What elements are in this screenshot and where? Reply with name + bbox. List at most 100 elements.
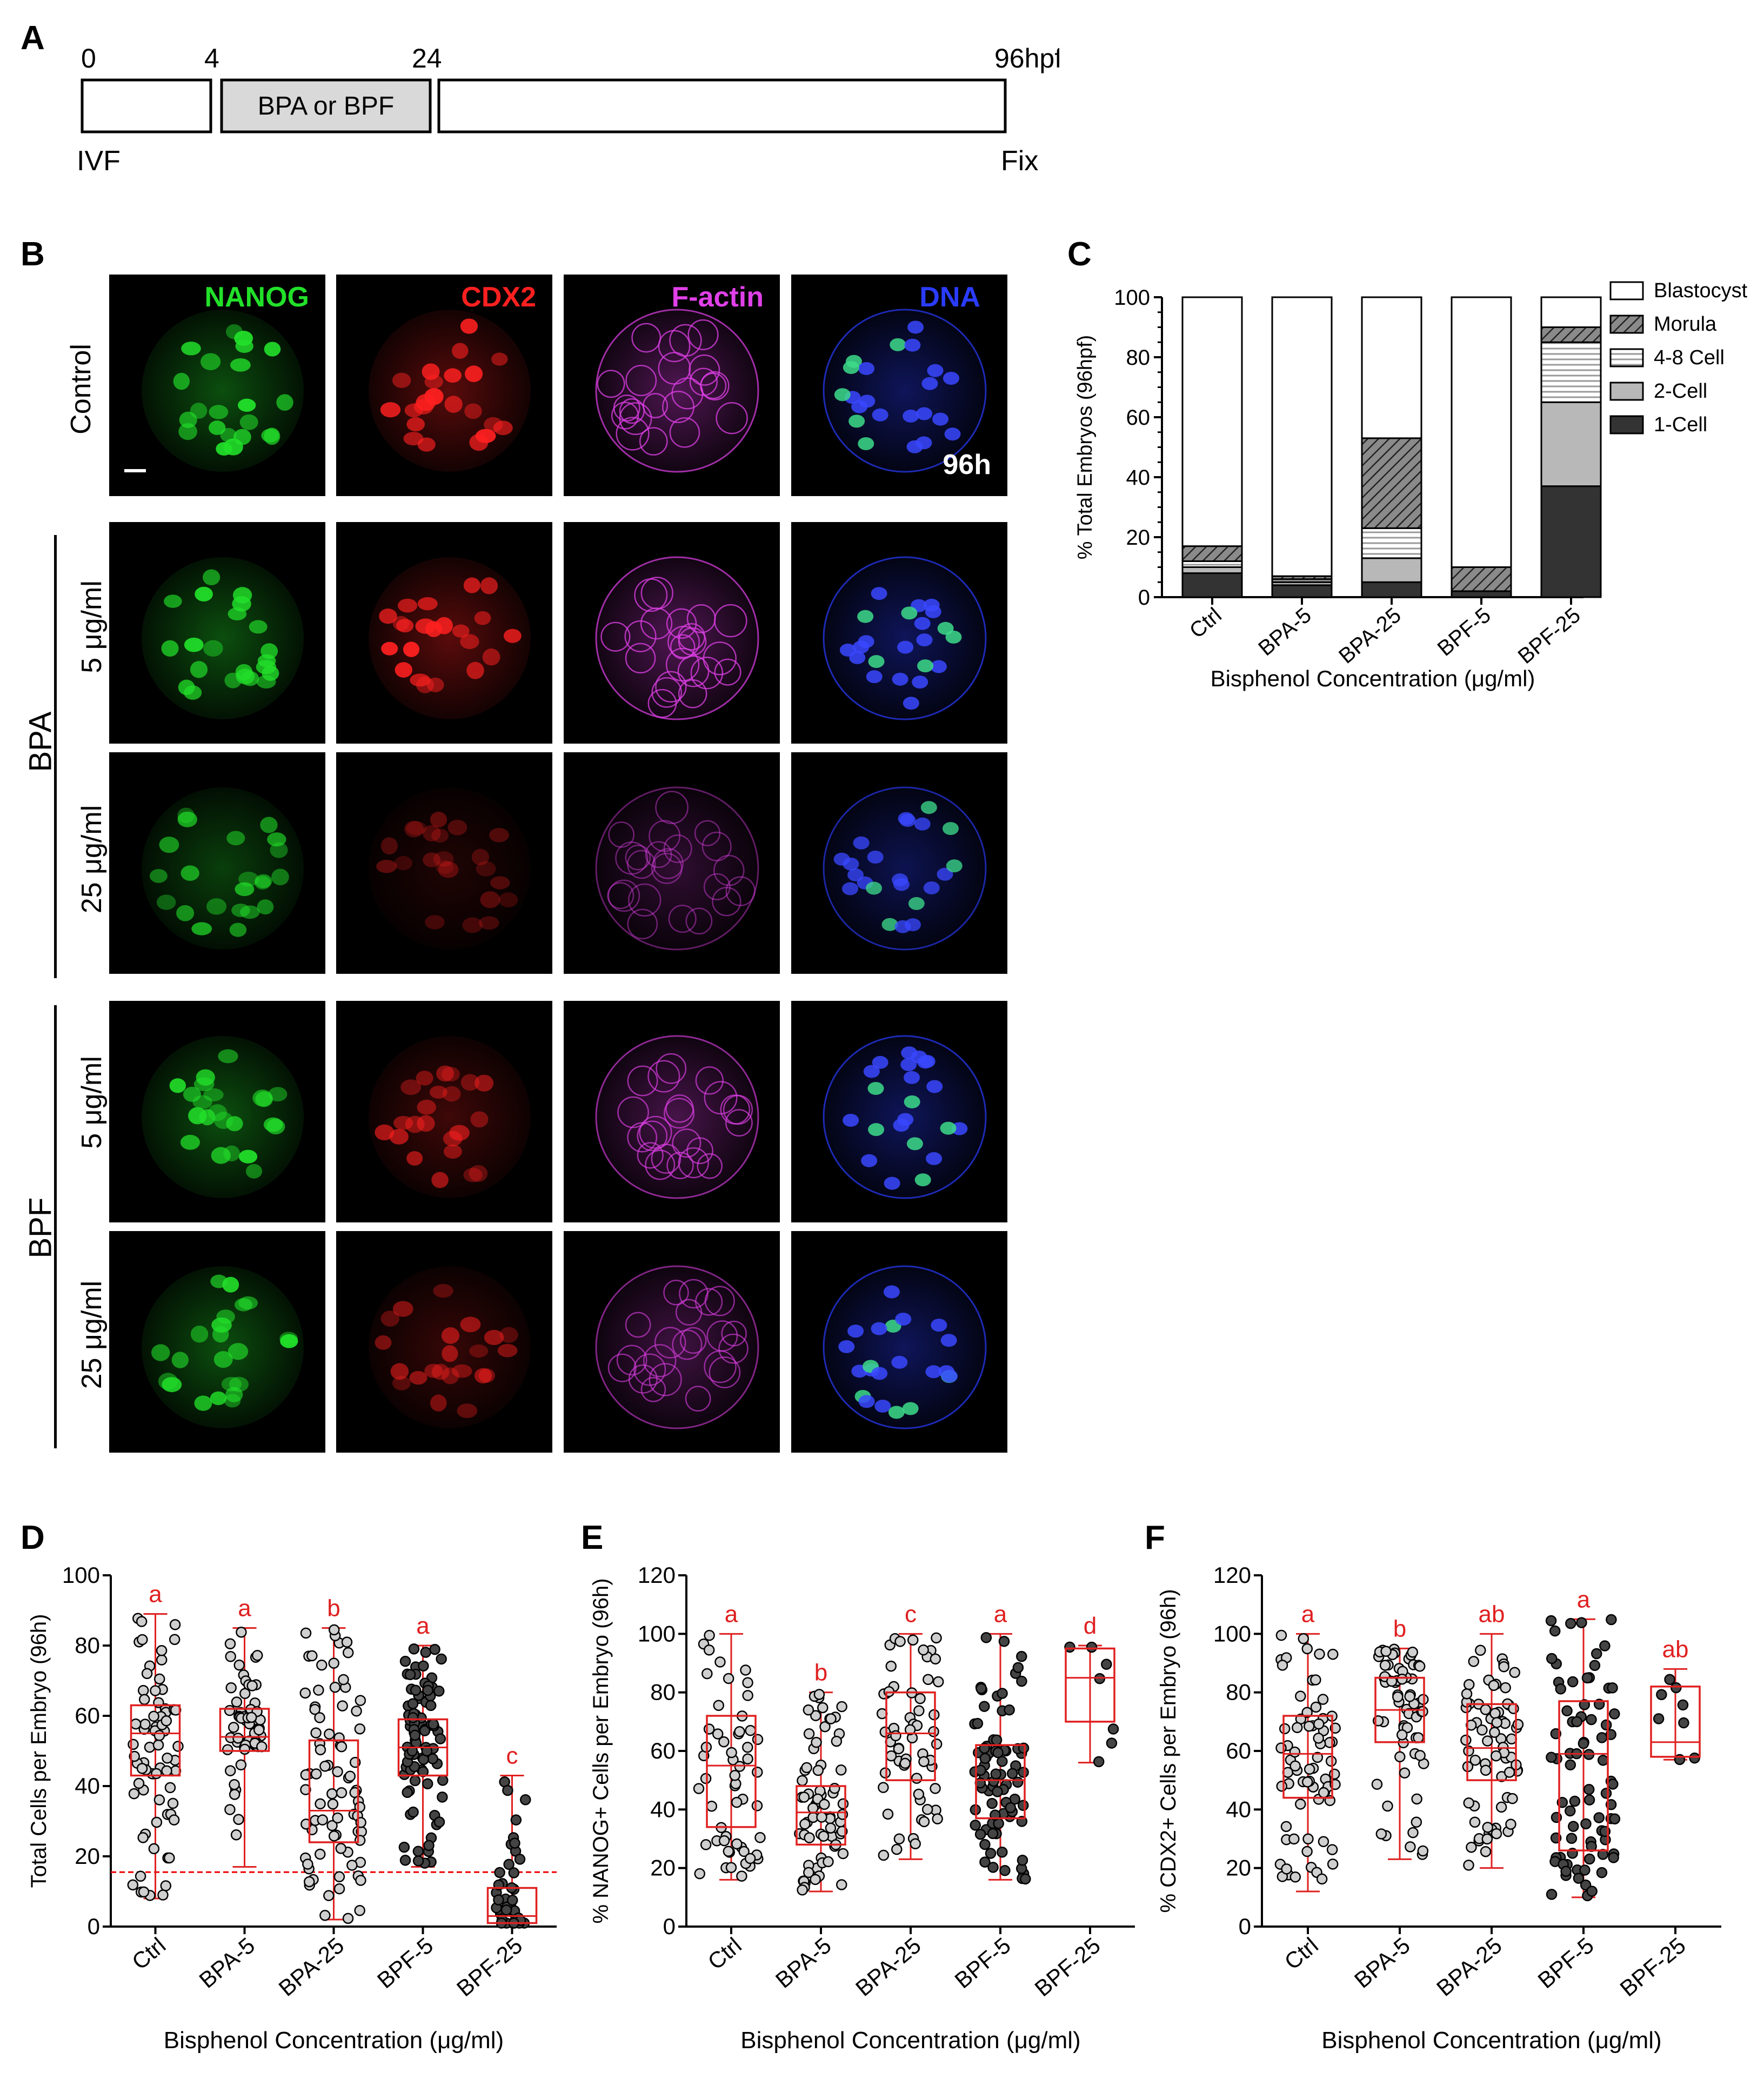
data-point xyxy=(153,1673,165,1685)
cell-outline xyxy=(687,319,719,351)
micrograph-f-actin-row-2 xyxy=(564,752,780,974)
nucleus xyxy=(240,905,260,919)
legend-label: Morula xyxy=(1654,313,1717,336)
cell-outline xyxy=(694,820,721,846)
nucleus xyxy=(216,442,233,456)
panel-label-b: B xyxy=(21,236,45,273)
data-point xyxy=(742,1741,753,1753)
x-tick-label: BPA-5 xyxy=(771,1933,836,1993)
cell-outline xyxy=(649,1363,682,1396)
nucleus xyxy=(866,881,883,895)
data-point xyxy=(987,1862,999,1873)
nucleus xyxy=(404,403,423,418)
nucleus xyxy=(229,922,247,937)
nucleus xyxy=(257,899,274,915)
data-point xyxy=(1500,1682,1511,1694)
embryo-body xyxy=(142,557,304,719)
micrograph-nanog-row-0: NANOG xyxy=(109,275,325,496)
nucleus xyxy=(209,405,229,419)
row-label-bpf-25: 25 μg/ml xyxy=(76,1280,108,1389)
data-point xyxy=(819,1721,831,1733)
data-point xyxy=(1411,1816,1422,1828)
data-point xyxy=(346,1860,358,1871)
data-point xyxy=(229,1779,240,1790)
data-point xyxy=(823,1856,834,1868)
nucleus xyxy=(463,577,480,593)
data-point xyxy=(355,1695,366,1706)
data-point xyxy=(228,1722,239,1733)
cell-outline xyxy=(713,854,745,886)
timeline-start-label: IVF xyxy=(77,145,121,177)
data-point xyxy=(694,1868,705,1880)
significance-letter: a xyxy=(725,1601,738,1627)
data-point xyxy=(921,1804,933,1815)
data-point xyxy=(700,1773,712,1784)
data-point xyxy=(1606,1614,1617,1626)
data-point xyxy=(1565,1805,1576,1817)
cell-outline xyxy=(666,608,697,639)
data-point xyxy=(1589,1660,1601,1671)
data-point xyxy=(1560,1866,1572,1877)
cell-outline xyxy=(718,1333,749,1364)
cell-outline xyxy=(616,1345,647,1376)
data-point xyxy=(878,1782,889,1793)
nucleus xyxy=(230,358,251,372)
data-point xyxy=(829,1783,840,1794)
data-point xyxy=(246,1711,257,1723)
stacked-bar-chart-c: 0 20 40 60 80 100 Ctrl BPA-5 BPA-25 BPF-5 BPF-25 % … xyxy=(1074,279,1748,691)
embryo-body xyxy=(823,556,987,720)
data-point xyxy=(931,1632,942,1644)
data-point xyxy=(1586,1886,1598,1897)
micrograph-cdx2-row-3 xyxy=(336,1001,552,1222)
y-tick-label: 100 xyxy=(638,1621,676,1646)
y-tick-label: 80 xyxy=(1226,1680,1251,1705)
data-point xyxy=(313,1684,324,1696)
data-point xyxy=(224,1704,236,1716)
data-point xyxy=(1491,1828,1502,1840)
data-point xyxy=(1468,1656,1480,1667)
data-point xyxy=(232,1733,244,1744)
nucleus xyxy=(171,1352,189,1368)
panel-label-e: E xyxy=(581,1519,604,1556)
cell-outline xyxy=(678,1147,710,1179)
data-point xyxy=(156,1654,168,1666)
nucleus xyxy=(406,417,425,432)
data-point xyxy=(329,1624,340,1636)
data-point xyxy=(1413,1732,1424,1743)
bar-segment-1-cell xyxy=(1271,584,1333,598)
nucleus xyxy=(893,1119,910,1132)
timeline-end-label: Fix xyxy=(1001,145,1038,177)
data-point xyxy=(907,1634,919,1646)
data-point xyxy=(742,1690,753,1701)
data-point xyxy=(302,1858,313,1870)
nucleus xyxy=(474,611,491,625)
data-point xyxy=(810,1710,821,1721)
nucleus xyxy=(232,596,251,612)
nucleus xyxy=(894,920,911,933)
data-point xyxy=(309,1703,320,1715)
data-point xyxy=(1561,1705,1573,1717)
cell-outline xyxy=(633,1353,666,1386)
nucleus xyxy=(491,352,508,366)
data-point xyxy=(836,1764,847,1776)
nucleus xyxy=(868,1123,885,1136)
cell-outline xyxy=(637,1142,664,1169)
nucleus xyxy=(424,1363,443,1378)
micrograph-cdx2-row-0: CDX2 xyxy=(336,275,552,496)
bar-segment-4-8-cell xyxy=(1361,527,1422,559)
cell-outline xyxy=(627,850,656,879)
nucleus xyxy=(380,402,401,418)
data-point xyxy=(893,1743,905,1755)
nucleus xyxy=(199,1109,216,1126)
nucleus xyxy=(874,1399,891,1413)
nucleus xyxy=(499,1327,518,1343)
data-point xyxy=(738,1846,750,1857)
data-point xyxy=(1583,1794,1595,1806)
nucleus xyxy=(164,594,182,608)
data-point xyxy=(1380,1646,1392,1657)
nucleus xyxy=(907,320,924,334)
data-point xyxy=(1106,1737,1118,1749)
data-point xyxy=(333,1883,345,1895)
iqr-box xyxy=(1650,1686,1701,1758)
significance-letter: a xyxy=(1577,1586,1591,1613)
